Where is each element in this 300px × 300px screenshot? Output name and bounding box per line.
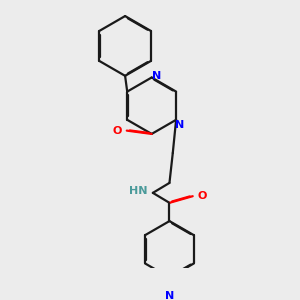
Text: N: N <box>165 291 174 300</box>
Text: N: N <box>175 120 184 130</box>
Text: HN: HN <box>129 186 148 196</box>
Text: N: N <box>152 71 161 81</box>
Text: O: O <box>198 191 207 201</box>
Text: O: O <box>112 126 122 136</box>
